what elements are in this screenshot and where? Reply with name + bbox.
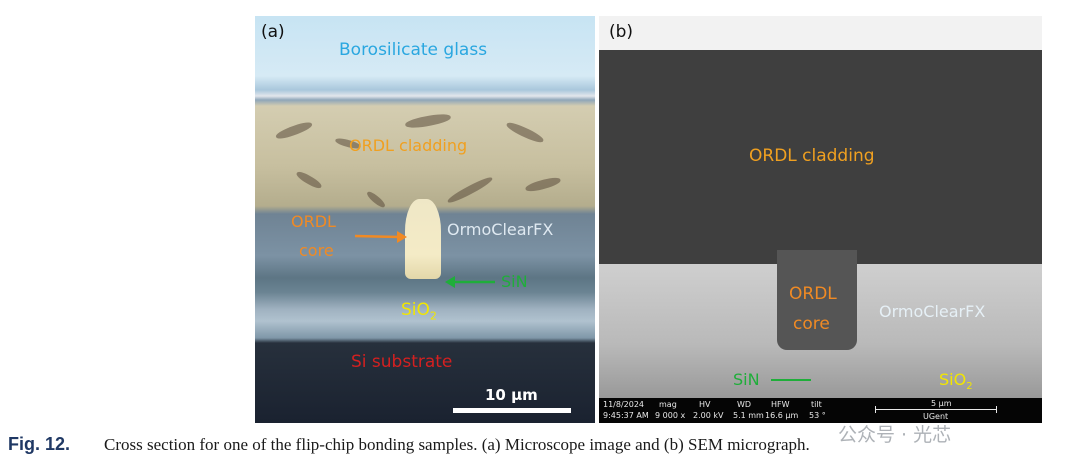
panel-b-tag: (b) — [609, 22, 634, 42]
sem-tilt-value: 53 ° — [809, 411, 826, 420]
sem-mag-value: 9 000 x — [655, 411, 686, 420]
sem-wd-value: 5.1 mm — [733, 411, 764, 420]
core-label-line2: core — [299, 241, 334, 260]
sem-scale-label: 5 μm — [931, 399, 952, 408]
sem-time: 9:45:37 AM — [603, 411, 649, 420]
sem-cladding-label: ORDL cladding — [749, 146, 875, 166]
sem-scale-tick-left — [875, 406, 876, 413]
sem-ormoclear-label: OrmoClearFX — [879, 302, 986, 321]
sem-top-layer — [599, 16, 1042, 50]
sem-waveguide-core — [777, 250, 857, 350]
sem-hv-value: 2.00 kV — [693, 411, 724, 420]
figure-number: Fig. 12. — [8, 434, 71, 454]
sio2-label: SiO2 — [401, 300, 437, 323]
sem-mag-label: mag — [659, 400, 677, 409]
glass-label: Borosilicate glass — [339, 40, 488, 60]
sem-hfw-value: 16.6 μm — [765, 411, 799, 420]
sem-sio2-label: SiO2 — [939, 370, 973, 393]
figure-caption: Fig. 12. Cross section for one of the fl… — [8, 434, 1008, 464]
core-arrow — [354, 234, 402, 239]
sem-date: 11/8/2024 — [603, 400, 645, 409]
sem-sin-label: SiN — [733, 370, 760, 389]
sem-cladding-layer — [599, 50, 1042, 264]
substrate-label: Si substrate — [351, 352, 453, 372]
sem-wd-label: WD — [737, 400, 752, 409]
core-label-line1: ORDL — [291, 212, 336, 231]
watermark: 公众号 · 光芯 — [838, 424, 952, 446]
panel-a-tag: (a) — [261, 22, 285, 42]
cladding-label: ORDL cladding — [349, 136, 468, 155]
sem-micrograph-panel: (b) ORDL cladding ORDL core OrmoClearFX … — [599, 16, 1042, 423]
scale-bar — [453, 408, 571, 413]
panel-a-annotations — [354, 231, 571, 413]
sem-info-bar: 11/8/2024 9:45:37 AM mag 9 000 x HV 2.00… — [599, 398, 1042, 423]
ormoclear-label: OrmoClearFX — [447, 220, 554, 239]
core-arrowhead — [397, 231, 407, 243]
microscope-image-panel: (a) Borosilicate glass ORDL cladding ORD… — [255, 16, 595, 423]
sin-label: SiN — [501, 272, 528, 291]
sem-core-label-line1: ORDL — [789, 284, 837, 304]
figure-caption-text: Cross section for one of the flip-chip b… — [104, 435, 810, 454]
sem-tilt-label: tilt — [811, 400, 822, 409]
sem-institution: UGent — [923, 412, 949, 421]
panel-b-annotations — [771, 379, 811, 381]
sem-hfw-label: HFW — [771, 400, 790, 409]
sem-scale-tick-right — [996, 406, 997, 413]
sem-core-label-line2: core — [793, 314, 830, 334]
waveguide-core-a — [405, 199, 441, 279]
sem-scale-line — [875, 409, 997, 410]
scale-bar-label: 10 μm — [485, 386, 538, 404]
sem-hv-label: HV — [699, 400, 711, 409]
sin-arrowhead — [445, 276, 455, 288]
